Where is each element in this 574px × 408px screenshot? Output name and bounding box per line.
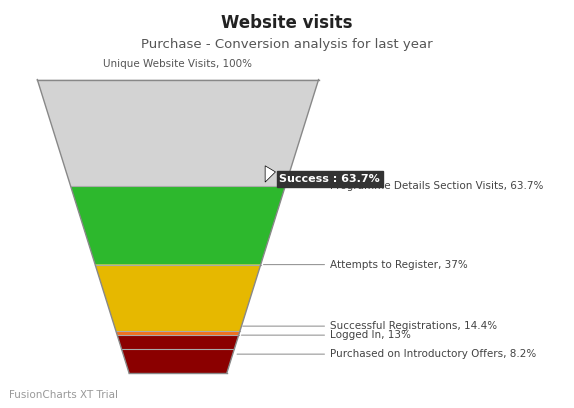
Text: Successful Registrations, 14.4%: Successful Registrations, 14.4% [243,321,497,331]
Polygon shape [265,166,276,182]
Polygon shape [116,331,240,335]
Text: Purchased on Introductory Offers, 8.2%: Purchased on Introductory Offers, 8.2% [237,349,536,359]
Text: Attempts to Register, 37%: Attempts to Register, 37% [263,259,468,270]
Polygon shape [122,349,234,373]
Text: Success : 63.7%: Success : 63.7% [280,174,380,184]
Polygon shape [95,265,261,331]
Text: Logged In, 13%: Logged In, 13% [242,330,411,340]
Text: Purchase - Conversion analysis for last year: Purchase - Conversion analysis for last … [141,38,433,51]
Text: Website visits: Website visits [221,14,353,32]
Polygon shape [37,80,319,186]
Polygon shape [117,335,239,349]
Text: Programme Details Section Visits, 63.7%: Programme Details Section Visits, 63.7% [288,181,544,191]
Text: Unique Website Visits, 100%: Unique Website Visits, 100% [103,59,253,69]
Polygon shape [71,186,285,265]
Text: FusionCharts XT Trial: FusionCharts XT Trial [9,390,118,400]
